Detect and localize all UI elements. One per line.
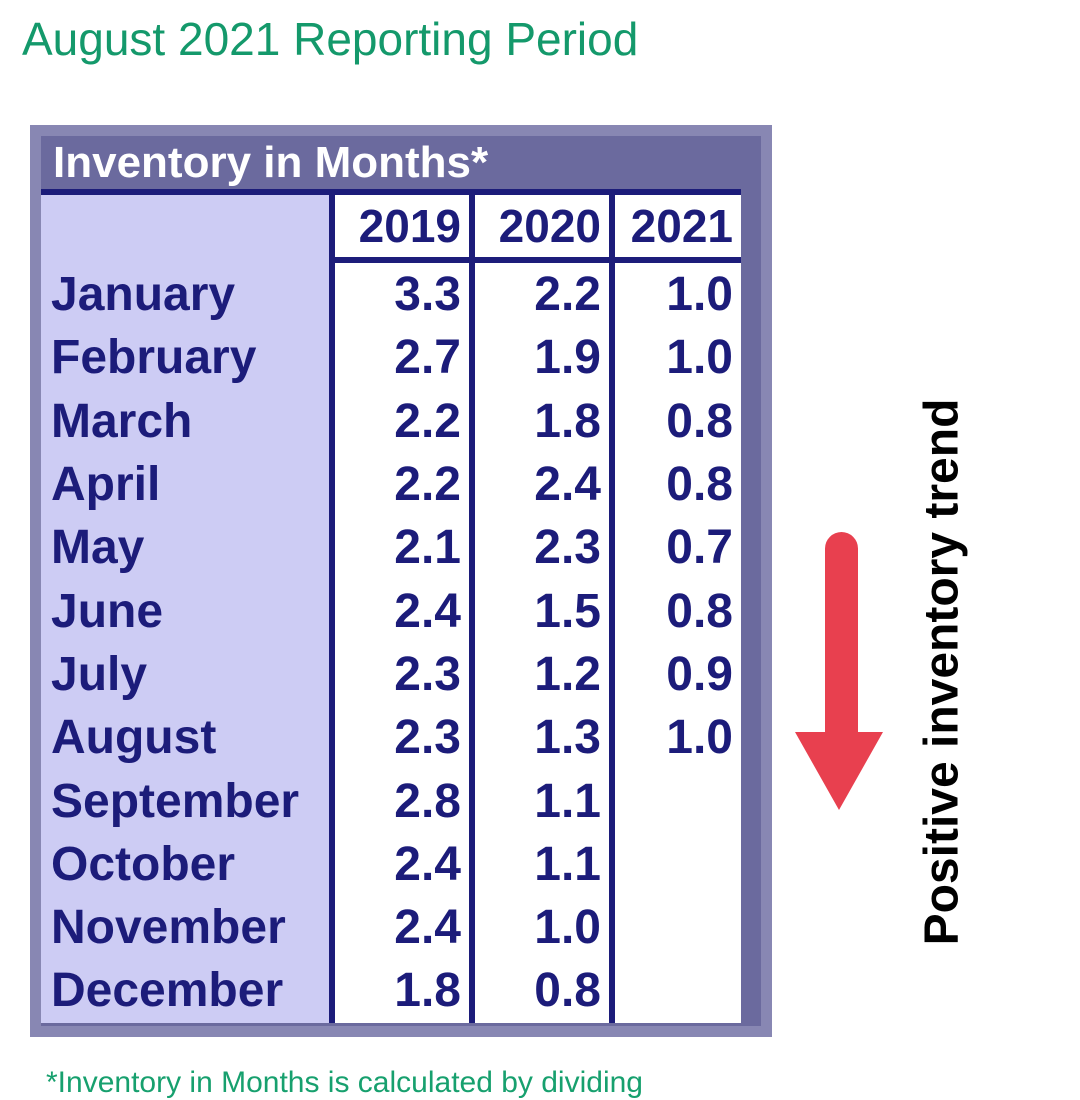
value-cell-2019: 2.4 (329, 895, 469, 960)
value-cell-2020: 1.2 (469, 642, 609, 707)
value-cell-2020: 1.0 (469, 895, 609, 960)
value-cell-2020: 1.9 (469, 326, 609, 390)
value-cell-2019: 2.7 (329, 326, 469, 390)
column-header-2021: 2021 (609, 189, 741, 263)
month-cell: May (41, 516, 329, 580)
inventory-table: Inventory in Months* 2019 2020 2021 Janu… (30, 125, 772, 1037)
value-cell-2020: 2.2 (469, 263, 609, 327)
value-cell-2021 (609, 769, 741, 833)
value-cell-2021: 0.7 (609, 516, 741, 580)
value-cell-2020: 1.5 (469, 579, 609, 643)
value-cell-2020: 1.3 (469, 706, 609, 770)
value-cell-2019: 2.3 (329, 706, 469, 770)
value-cell-2021 (609, 959, 741, 1023)
month-cell: November (41, 895, 329, 960)
trend-annotation-label: Positive inventory trend (915, 398, 969, 946)
column-header-2020: 2020 (469, 189, 609, 263)
value-cell-2019: 2.4 (329, 832, 469, 896)
value-cell-2021 (609, 832, 741, 896)
down-arrow-icon (795, 532, 883, 810)
value-cell-2019: 2.2 (329, 452, 469, 517)
page-title: August 2021 Reporting Period (22, 13, 639, 65)
value-cell-2020: 1.1 (469, 832, 609, 896)
value-cell-2019: 1.8 (329, 959, 469, 1023)
table-grid: 2019 2020 2021 January 3.3 2.2 1.0 Febru… (41, 189, 741, 1023)
month-cell: June (41, 579, 329, 643)
month-cell: February (41, 326, 329, 390)
value-cell-2021: 1.0 (609, 326, 741, 390)
value-cell-2021: 1.0 (609, 706, 741, 770)
value-cell-2021: 1.0 (609, 263, 741, 327)
value-cell-2020: 2.3 (469, 516, 609, 580)
month-cell: January (41, 263, 329, 327)
value-cell-2020: 0.8 (469, 959, 609, 1023)
value-cell-2020: 1.8 (469, 389, 609, 453)
value-cell-2021: 0.8 (609, 579, 741, 643)
table-title: Inventory in Months* (53, 137, 489, 187)
value-cell-2019: 2.4 (329, 579, 469, 643)
value-cell-2019: 2.2 (329, 389, 469, 453)
month-cell: March (41, 389, 329, 453)
value-cell-2019: 2.1 (329, 516, 469, 580)
value-cell-2019: 3.3 (329, 263, 469, 327)
value-cell-2021: 0.8 (609, 389, 741, 453)
value-cell-2019: 2.8 (329, 769, 469, 833)
month-cell: August (41, 706, 329, 770)
value-cell-2019: 2.3 (329, 642, 469, 707)
month-column-header (41, 189, 329, 263)
value-cell-2020: 1.1 (469, 769, 609, 833)
month-cell: December (41, 959, 329, 1023)
column-header-2019: 2019 (329, 189, 469, 263)
footnote-clipped-text: *Inventory in Months is calculated by di… (46, 1066, 643, 1099)
value-cell-2021: 0.8 (609, 452, 741, 517)
value-cell-2020: 2.4 (469, 452, 609, 517)
month-cell: October (41, 832, 329, 896)
value-cell-2021: 0.9 (609, 642, 741, 707)
value-cell-2021 (609, 895, 741, 960)
month-cell: April (41, 452, 329, 517)
month-cell: July (41, 642, 329, 707)
month-cell: September (41, 769, 329, 833)
